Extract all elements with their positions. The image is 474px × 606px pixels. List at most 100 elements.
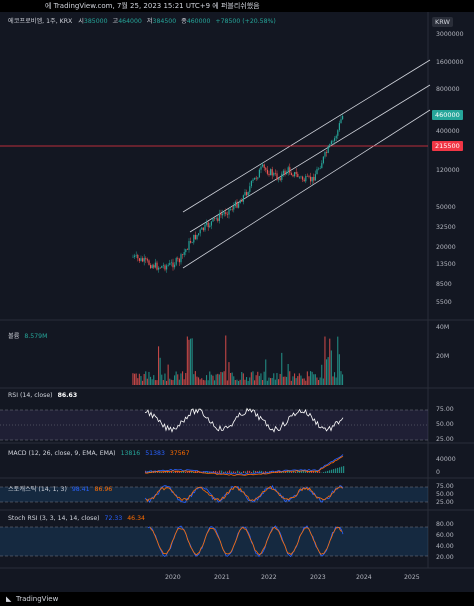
candle-body — [206, 222, 208, 225]
volume-bar — [178, 379, 180, 385]
volume-bar — [226, 380, 228, 385]
candle-body — [162, 265, 164, 266]
stoch-d-line[interactable] — [145, 486, 343, 502]
macd-hist-bar — [283, 471, 285, 473]
volume-bar — [132, 373, 134, 385]
candle-body — [226, 214, 228, 215]
stochrsi-title[interactable]: Stoch RSI (3, 3, 14, 14, close) — [8, 515, 100, 522]
macd-line[interactable] — [144, 454, 344, 475]
volume-bar — [338, 354, 340, 385]
volume-bar — [193, 374, 195, 385]
candle-body — [282, 170, 284, 174]
volume-bar — [202, 379, 204, 385]
candle-body — [310, 176, 312, 182]
macd-title[interactable]: MACD (12, 26, close, 9, EMA, EMA) — [8, 450, 116, 457]
macd-hist-bar — [333, 469, 335, 473]
candle-body — [308, 176, 310, 177]
candle-body — [249, 186, 251, 193]
volume-title[interactable]: 볼륨 — [8, 333, 20, 340]
tradingview-logo-icon[interactable]: ◣ — [6, 595, 12, 603]
macd-hist-bar — [253, 470, 255, 473]
macd-hist-bar — [161, 471, 163, 473]
price-axis-label: 50000 — [436, 204, 456, 211]
volume-bar — [337, 336, 339, 385]
candle-body — [254, 177, 256, 180]
volume-bar — [230, 373, 232, 385]
open-value: 385000 — [83, 18, 108, 25]
candle-body — [231, 209, 233, 210]
channel-middle-line[interactable] — [189, 84, 431, 233]
macd-hist-bar — [261, 470, 263, 473]
candle-body — [255, 177, 257, 179]
macd-hist-bar — [241, 471, 243, 473]
volume-bar — [289, 371, 291, 385]
macd-signal-line[interactable] — [144, 455, 344, 476]
volume-bar — [191, 338, 193, 385]
volume-bar — [314, 374, 316, 385]
chart-canvas[interactable] — [0, 0, 474, 592]
candle-body — [223, 212, 225, 214]
stoch-title[interactable]: 스토캐스틱 (14, 1, 3) — [8, 486, 67, 493]
symbol-title[interactable]: 에코프로비엠, 1주, KRX — [8, 18, 73, 25]
candle-body — [201, 227, 203, 230]
macd-hist-bar — [191, 471, 193, 473]
macd-hist-bar — [271, 470, 273, 473]
volume-axis-20m: 20M — [436, 353, 450, 360]
macd-hist-bar — [189, 470, 191, 473]
macd-hist-bar — [285, 471, 287, 473]
close-value: 460000 — [186, 18, 211, 25]
channel-upper-line[interactable] — [182, 59, 431, 213]
rsi-title[interactable]: RSI (14, close) — [8, 392, 53, 399]
volume-bar — [335, 377, 337, 385]
macd-hist-bar — [281, 471, 283, 473]
candle-body — [239, 200, 241, 204]
candle-body — [132, 256, 134, 258]
high-label: 고 — [112, 18, 119, 25]
candle-body — [178, 258, 180, 263]
price-axis-label: 120000 — [436, 167, 460, 174]
volume-bar — [146, 378, 148, 385]
high-value: 464000 — [118, 18, 142, 25]
candle-body — [180, 254, 182, 263]
channel-lower-line[interactable] — [182, 109, 431, 269]
macd-hist-bar — [247, 470, 249, 473]
candle-body — [337, 130, 339, 136]
rsi-axis-25: 25.00 — [436, 436, 454, 443]
volume-bar — [239, 379, 241, 385]
macd-hist-bar — [259, 470, 261, 473]
candle-body — [212, 217, 214, 222]
volume-bar — [318, 379, 320, 385]
volume-bar — [324, 336, 326, 385]
volume-bar — [135, 373, 137, 385]
volume-series — [132, 335, 344, 385]
candle-body — [329, 144, 331, 147]
candle-body — [172, 262, 174, 268]
macd-hist-bar — [175, 470, 177, 473]
candlestick-series — [132, 114, 344, 273]
macd-hist-bar — [287, 470, 289, 473]
candle-body — [306, 176, 308, 177]
candle-body — [244, 192, 246, 196]
candle-body — [314, 174, 316, 181]
volume-legend: 볼륨 8.579M — [8, 331, 47, 340]
macd-hist-bar — [295, 471, 297, 473]
macd-hist-bar — [245, 471, 247, 473]
volume-bar — [327, 357, 329, 385]
candle-body — [330, 141, 332, 145]
candle-body — [297, 173, 299, 178]
volume-bar — [257, 371, 259, 385]
stochrsi-d-line[interactable] — [149, 526, 343, 556]
candle-body — [143, 258, 145, 262]
volume-bar — [329, 338, 331, 385]
rsi-band — [0, 410, 428, 440]
currency-label[interactable]: KRW — [432, 17, 453, 27]
tradingview-logo-text[interactable]: TradingView — [16, 595, 59, 603]
stoch-axis-25: 25.00 — [436, 499, 454, 506]
volume-bar — [295, 378, 297, 385]
low-label: 저 — [146, 18, 153, 25]
rsi-line[interactable] — [144, 407, 344, 433]
candle-body — [295, 172, 297, 174]
stoch-k-line[interactable] — [144, 484, 344, 504]
volume-bar — [194, 371, 196, 385]
volume-bar — [140, 376, 142, 385]
